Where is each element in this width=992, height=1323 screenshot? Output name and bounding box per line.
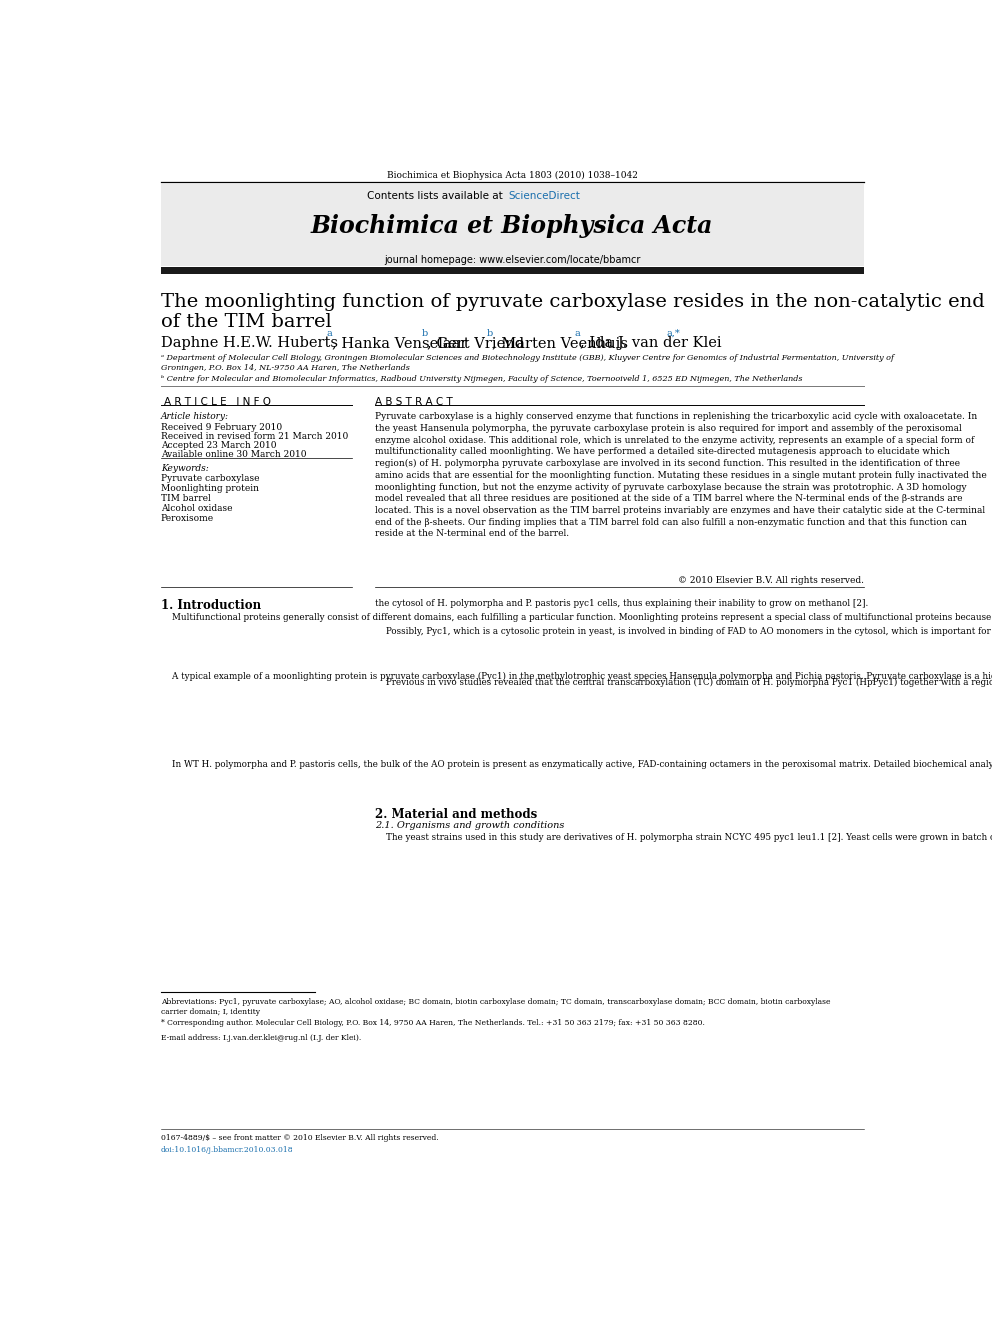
FancyBboxPatch shape — [161, 184, 864, 266]
Text: Abbreviations: Pyc1, pyruvate carboxylase; AO, alcohol oxidase; BC domain, bioti: Abbreviations: Pyc1, pyruvate carboxylas… — [161, 998, 830, 1016]
Text: The moonlighting function of pyruvate carboxylase resides in the non-catalytic e: The moonlighting function of pyruvate ca… — [161, 294, 985, 311]
Text: of the TIM barrel: of the TIM barrel — [161, 312, 331, 331]
Text: ScienceDirect: ScienceDirect — [509, 192, 580, 201]
Text: Moonlighting protein: Moonlighting protein — [161, 484, 259, 492]
Text: doi:10.1016/j.bbamcr.2010.03.018: doi:10.1016/j.bbamcr.2010.03.018 — [161, 1146, 294, 1154]
Text: Biochimica et Biophysica Acta 1803 (2010) 1038–1042: Biochimica et Biophysica Acta 1803 (2010… — [387, 171, 638, 180]
Text: a: a — [327, 329, 332, 337]
Text: Daphne H.E.W. Huberts: Daphne H.E.W. Huberts — [161, 336, 338, 351]
Text: Keywords:: Keywords: — [161, 464, 208, 474]
Text: journal homepage: www.elsevier.com/locate/bbamcr: journal homepage: www.elsevier.com/locat… — [384, 254, 641, 265]
Text: Article history:: Article history: — [161, 413, 229, 422]
Text: a: a — [574, 329, 580, 337]
Text: E-mail address: I.j.van.der.klei@rug.nl (I.J. der Klei).: E-mail address: I.j.van.der.klei@rug.nl … — [161, 1033, 361, 1041]
Text: Peroxisome: Peroxisome — [161, 515, 214, 524]
Text: , Hanka Venselaar: , Hanka Venselaar — [332, 336, 467, 351]
Text: , Marten Veenhuis: , Marten Veenhuis — [492, 336, 628, 351]
Text: Previous in vivo studies revealed that the central transcarboxylation (TC) domai: Previous in vivo studies revealed that t… — [375, 679, 992, 688]
Text: Accepted 23 March 2010: Accepted 23 March 2010 — [161, 441, 277, 450]
Text: the cytosol of H. polymorpha and P. pastoris pyc1 cells, thus explaining their i: the cytosol of H. polymorpha and P. past… — [375, 599, 868, 607]
Text: Biochimica et Biophysica Acta: Biochimica et Biophysica Acta — [311, 214, 713, 238]
Text: 1. Introduction: 1. Introduction — [161, 599, 261, 611]
Text: Received in revised form 21 March 2010: Received in revised form 21 March 2010 — [161, 431, 348, 441]
Text: ᵃ Department of Molecular Cell Biology, Groningen Biomolecular Sciences and Biot: ᵃ Department of Molecular Cell Biology, … — [161, 355, 894, 373]
Text: a,*: a,* — [667, 329, 681, 337]
Text: 2.1. Organisms and growth conditions: 2.1. Organisms and growth conditions — [375, 820, 564, 830]
Text: Possibly, Pyc1, which is a cytosolic protein in yeast, is involved in binding of: Possibly, Pyc1, which is a cytosolic pro… — [375, 627, 992, 636]
Text: b: b — [487, 329, 493, 337]
Text: Pyruvate carboxylase: Pyruvate carboxylase — [161, 474, 259, 483]
Text: TIM barrel: TIM barrel — [161, 493, 210, 503]
Text: 0167-4889/$ – see front matter © 2010 Elsevier B.V. All rights reserved.: 0167-4889/$ – see front matter © 2010 El… — [161, 1134, 438, 1142]
Text: * Corresponding author. Molecular Cell Biology, P.O. Box 14, 9750 AA Haren, The : * Corresponding author. Molecular Cell B… — [161, 1019, 704, 1027]
Text: , Ida J. van der Klei: , Ida J. van der Klei — [580, 336, 721, 351]
Text: Multifunctional proteins generally consist of different domains, each fulfilling: Multifunctional proteins generally consi… — [161, 613, 992, 622]
Text: Alcohol oxidase: Alcohol oxidase — [161, 504, 232, 513]
Text: A B S T R A C T: A B S T R A C T — [375, 397, 453, 407]
Text: A typical example of a moonlighting protein is pyruvate carboxylase (Pyc1) in th: A typical example of a moonlighting prot… — [161, 672, 992, 681]
Text: The yeast strains used in this study are derivatives of H. polymorpha strain NCY: The yeast strains used in this study are… — [375, 833, 992, 843]
Text: Available online 30 March 2010: Available online 30 March 2010 — [161, 450, 307, 459]
FancyBboxPatch shape — [161, 267, 864, 274]
Text: b: b — [422, 329, 428, 337]
Text: ᵇ Centre for Molecular and Biomolecular Informatics, Radboud University Nijmegen: ᵇ Centre for Molecular and Biomolecular … — [161, 374, 803, 382]
Text: Received 9 February 2010: Received 9 February 2010 — [161, 422, 282, 431]
Text: , Gert Vriend: , Gert Vriend — [427, 336, 524, 351]
Text: © 2010 Elsevier B.V. All rights reserved.: © 2010 Elsevier B.V. All rights reserved… — [678, 577, 864, 586]
Text: 2. Material and methods: 2. Material and methods — [375, 807, 538, 820]
Text: A R T I C L E   I N F O: A R T I C L E I N F O — [164, 397, 271, 407]
Text: Pyruvate carboxylase is a highly conserved enzyme that functions in replenishing: Pyruvate carboxylase is a highly conserv… — [375, 413, 987, 538]
Text: Contents lists available at: Contents lists available at — [367, 192, 506, 201]
Text: In WT H. polymorpha and P. pastoris cells, the bulk of the AO protein is present: In WT H. polymorpha and P. pastoris cell… — [161, 759, 992, 769]
